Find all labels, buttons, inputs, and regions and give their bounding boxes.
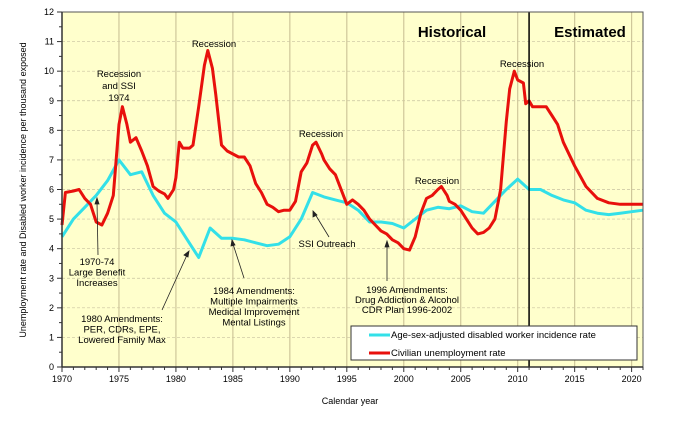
y-tick-label: 2 (49, 303, 54, 313)
arrow-1980-amendments (161, 254, 188, 311)
annotation-recession-1974: Recession and SSI 1974 (97, 69, 141, 104)
arrow-ssi-outreach (314, 213, 330, 238)
y-tick-label: 12 (44, 7, 54, 17)
x-tick-label: 2010 (508, 374, 528, 384)
arrowhead-icon (384, 239, 390, 248)
arrow-benefit-increases (96, 201, 99, 256)
y-tick-label: 5 (49, 214, 54, 224)
x-tick-label: 1985 (223, 374, 243, 384)
annotation-recession-2002: Recession (415, 176, 459, 187)
legend: Age-sex-adjusted disabled worker inciden… (350, 325, 638, 361)
annotation-1996-amendments: 1996 Amendments: Drug Addiction & Alcohol… (355, 285, 459, 316)
x-tick-label: 1990 (280, 374, 300, 384)
y-tick-label: 8 (49, 125, 54, 135)
arrowhead-icon (230, 238, 236, 247)
series-line-unemployment (60, 49, 643, 252)
arrowhead-icon (312, 210, 318, 218)
x-tick-label: 2020 (622, 374, 642, 384)
annotation-ssi-outreach: SSI Outreach (298, 239, 355, 250)
x-tick-label: 2015 (565, 374, 585, 384)
y-tick-label: 1 (49, 332, 54, 342)
legend-label-unemployment: Civilian unemployment rate (391, 348, 506, 359)
arrow-1984-amendments (232, 243, 245, 279)
y-tick-label: 6 (49, 185, 54, 195)
annotation-1980-amendments: 1980 Amendments: PER, CDRs, EPE, Lowered F… (78, 314, 166, 346)
y-tick-label: 10 (44, 66, 54, 76)
annotation-benefit-increases: 1970-74 Large Benefit Increases (69, 257, 126, 289)
y-tick-label: 4 (49, 244, 54, 254)
region-label-estimated: Estimated (554, 24, 626, 41)
x-tick-label: 1970 (52, 374, 72, 384)
x-tick-label: 2005 (451, 374, 471, 384)
annotation-recession-1982: Recession (192, 39, 236, 50)
y-tick-label: 0 (49, 362, 54, 372)
annotation-recession-1991: Recession (299, 129, 343, 140)
x-tick-label: 2000 (394, 374, 414, 384)
x-tick-label: 1995 (337, 374, 357, 384)
series-line-disabled-incidence (60, 158, 644, 259)
x-axis-label: Calendar year (322, 396, 379, 406)
arrowhead-icon (94, 196, 100, 205)
legend-label-disabled: Age-sex-adjusted disabled worker inciden… (391, 330, 596, 341)
x-tick-label: 1975 (109, 374, 129, 384)
annotation-1984-amendments: 1984 Amendments: Multiple Impairments Medi… (209, 286, 300, 329)
y-tick-label: 11 (45, 37, 54, 47)
y-axis-label: Unemployment rate and Disabled worker in… (18, 42, 28, 337)
y-tick-label: 7 (49, 155, 54, 165)
region-label-historical: Historical (418, 24, 486, 41)
y-tick-label: 9 (49, 96, 54, 106)
arrowhead-icon (183, 250, 190, 258)
legend-box (350, 325, 638, 361)
x-tick-label: 1980 (166, 374, 186, 384)
annotation-recession-2009: Recession (500, 59, 544, 70)
y-tick-label: 3 (49, 273, 54, 283)
